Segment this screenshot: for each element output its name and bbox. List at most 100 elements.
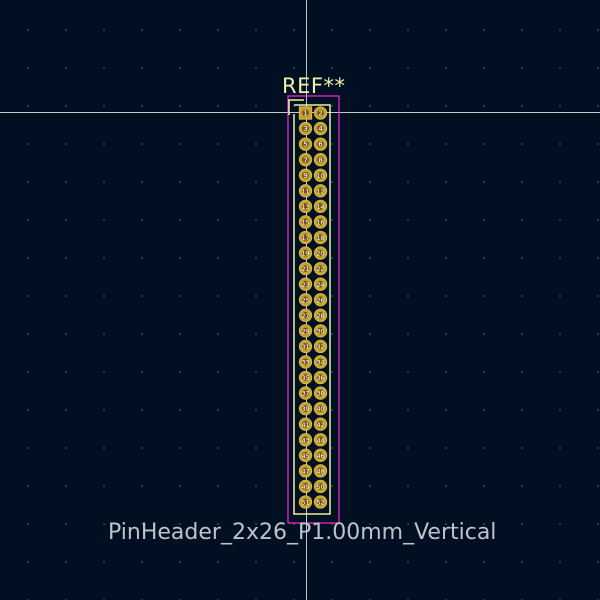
pad-41[interactable]: 41 [298, 417, 313, 431]
pad-number: 33 [302, 360, 310, 367]
pad-32[interactable]: 32 [313, 339, 328, 354]
pad-45[interactable]: 45 [298, 448, 313, 462]
reference-designator[interactable]: REF** [282, 74, 346, 98]
pad-22[interactable]: 22 [313, 261, 328, 276]
pad-15[interactable]: 15 [298, 215, 313, 229]
pad-2[interactable]: 2 [313, 106, 328, 120]
drill-hole [317, 171, 324, 179]
pad-51[interactable]: 51 [298, 495, 313, 509]
pad-number: 3 [303, 124, 308, 133]
pad-23[interactable]: 23 [298, 277, 313, 291]
pad-8[interactable]: 8 [313, 153, 328, 167]
courtyard-outline [287, 95, 340, 524]
pad-number: 49 [302, 484, 310, 491]
drill-hole [317, 420, 324, 428]
drill-hole [317, 467, 324, 475]
drill-hole [302, 436, 309, 444]
drill-hole [317, 498, 324, 506]
pad-29[interactable]: 29 [298, 324, 313, 338]
drill-hole [317, 358, 324, 366]
pad-43[interactable]: 43 [298, 433, 313, 447]
pad-37[interactable]: 37 [298, 386, 313, 400]
pad-50[interactable]: 50 [313, 479, 328, 494]
pad-number: 22 [317, 266, 325, 273]
pad-number: 11 [302, 188, 310, 195]
pad-31[interactable]: 31 [298, 339, 313, 354]
pad-number: 44 [317, 437, 325, 444]
pad-7[interactable]: 7 [298, 153, 313, 167]
pad-25[interactable]: 25 [298, 293, 313, 307]
pad-number: 28 [317, 313, 325, 320]
drill-hole [317, 140, 324, 148]
pad-40[interactable]: 40 [313, 401, 328, 416]
pad-52[interactable]: 52 [313, 495, 328, 509]
pad-20[interactable]: 20 [313, 246, 328, 260]
pad-12[interactable]: 12 [313, 184, 328, 198]
pad-number: 20 [317, 251, 325, 258]
pad-1[interactable]: 1 [298, 106, 313, 120]
pad-16[interactable]: 16 [313, 215, 328, 229]
drill-hole [302, 265, 309, 272]
drill-hole [302, 327, 309, 335]
drill-hole [302, 498, 309, 506]
pad-number: 16 [317, 220, 325, 227]
pad-number: 10 [317, 173, 325, 180]
drill-hole [317, 436, 324, 444]
pad-35[interactable]: 35 [298, 370, 313, 385]
pad-5[interactable]: 5 [298, 137, 313, 151]
drill-hole [317, 280, 324, 288]
pad-42[interactable]: 42 [313, 417, 328, 431]
pad-number: 30 [317, 328, 325, 335]
pad-18[interactable]: 18 [313, 230, 328, 245]
pad-26[interactable]: 26 [313, 293, 328, 307]
drill-hole [302, 296, 309, 304]
pad-number: 52 [317, 500, 325, 507]
pad-48[interactable]: 48 [313, 464, 328, 478]
pad-39[interactable]: 39 [298, 401, 313, 416]
pad-27[interactable]: 27 [298, 308, 313, 322]
drill-hole [302, 234, 309, 241]
pad-33[interactable]: 33 [298, 355, 313, 369]
pad-17[interactable]: 17 [298, 230, 313, 245]
drill-hole [317, 483, 324, 490]
pad-44[interactable]: 44 [313, 433, 328, 447]
drill-hole [317, 451, 324, 459]
drill-hole [302, 374, 309, 381]
pad-11[interactable]: 11 [298, 184, 313, 198]
pad-4[interactable]: 4 [313, 121, 328, 136]
pad-number: 15 [302, 220, 310, 227]
pad-47[interactable]: 47 [298, 464, 313, 478]
pad-24[interactable]: 24 [313, 277, 328, 291]
pad-10[interactable]: 10 [313, 168, 328, 182]
pad-28[interactable]: 28 [313, 308, 328, 322]
pad-number: 39 [302, 406, 310, 413]
footprint-value[interactable]: PinHeader_2x26_P1.00mm_Vertical [108, 520, 497, 545]
pad-number: 23 [302, 282, 310, 289]
pad-number: 36 [317, 375, 325, 382]
drill-hole [317, 265, 324, 272]
pad-49[interactable]: 49 [298, 479, 313, 494]
pad-36[interactable]: 36 [313, 370, 328, 385]
pad-21[interactable]: 21 [298, 261, 313, 276]
pad-38[interactable]: 38 [313, 386, 328, 400]
pad-9[interactable]: 9 [298, 168, 313, 182]
drill-hole [302, 202, 309, 210]
pad-46[interactable]: 46 [313, 448, 328, 462]
pad-19[interactable]: 19 [298, 246, 313, 260]
pad-number: 6 [318, 140, 323, 149]
pad-number: 18 [317, 235, 325, 242]
pad-6[interactable]: 6 [313, 137, 328, 151]
pad-number: 2 [318, 109, 323, 118]
pad-number: 27 [302, 313, 310, 320]
drill-hole [302, 467, 309, 475]
pad-number: 29 [302, 328, 310, 335]
pad-14[interactable]: 14 [313, 199, 328, 214]
pad-34[interactable]: 34 [313, 355, 328, 369]
pad-30[interactable]: 30 [313, 324, 328, 338]
pad-13[interactable]: 13 [298, 199, 313, 214]
pad-number: 38 [317, 391, 325, 398]
pad-3[interactable]: 3 [298, 121, 313, 136]
pad-number: 8 [318, 155, 323, 164]
